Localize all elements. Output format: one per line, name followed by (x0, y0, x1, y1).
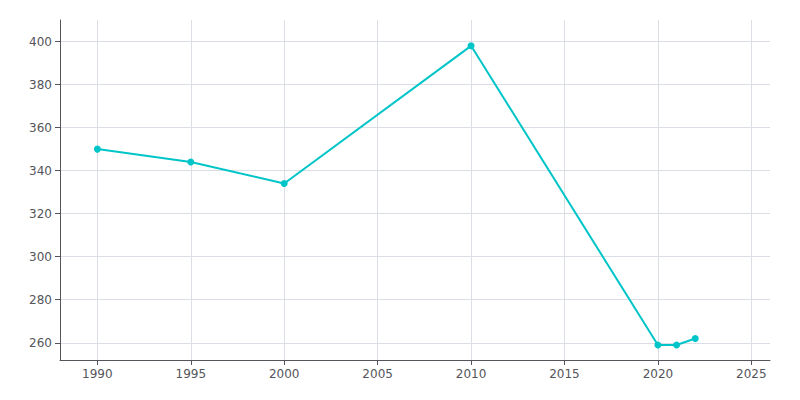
svg-text:380: 380 (29, 78, 52, 92)
svg-text:280: 280 (29, 293, 52, 307)
svg-text:1995: 1995 (176, 367, 207, 381)
svg-text:320: 320 (29, 207, 52, 221)
svg-text:2025: 2025 (736, 367, 767, 381)
svg-text:400: 400 (29, 35, 52, 49)
svg-text:340: 340 (29, 164, 52, 178)
svg-text:2020: 2020 (643, 367, 674, 381)
svg-text:260: 260 (29, 336, 52, 350)
svg-text:2015: 2015 (549, 367, 580, 381)
svg-text:2000: 2000 (269, 367, 300, 381)
svg-text:2010: 2010 (456, 367, 487, 381)
svg-text:2005: 2005 (362, 367, 393, 381)
svg-text:1990: 1990 (82, 367, 113, 381)
svg-text:360: 360 (29, 121, 52, 135)
svg-text:300: 300 (29, 250, 52, 264)
